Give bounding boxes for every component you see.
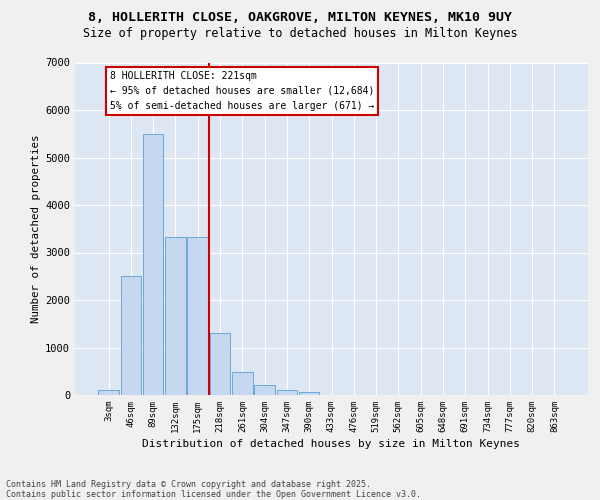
Text: 8 HOLLERITH CLOSE: 221sqm
← 95% of detached houses are smaller (12,684)
5% of se: 8 HOLLERITH CLOSE: 221sqm ← 95% of detac…	[110, 71, 374, 110]
Text: Contains HM Land Registry data © Crown copyright and database right 2025.
Contai: Contains HM Land Registry data © Crown c…	[6, 480, 421, 499]
Bar	[165, 237, 186, 395]
Bar	[277, 390, 297, 395]
X-axis label: Distribution of detached houses by size in Milton Keynes: Distribution of detached houses by size …	[143, 439, 521, 449]
Bar	[210, 333, 230, 395]
Text: Size of property relative to detached houses in Milton Keynes: Size of property relative to detached ho…	[83, 28, 517, 40]
Bar	[98, 390, 119, 395]
Bar	[143, 134, 163, 395]
Bar	[232, 372, 253, 395]
Text: 8, HOLLERITH CLOSE, OAKGROVE, MILTON KEYNES, MK10 9UY: 8, HOLLERITH CLOSE, OAKGROVE, MILTON KEY…	[88, 11, 512, 24]
Bar	[121, 276, 141, 395]
Y-axis label: Number of detached properties: Number of detached properties	[31, 134, 41, 323]
Bar	[254, 384, 275, 395]
Bar	[299, 392, 319, 395]
Bar	[187, 237, 208, 395]
